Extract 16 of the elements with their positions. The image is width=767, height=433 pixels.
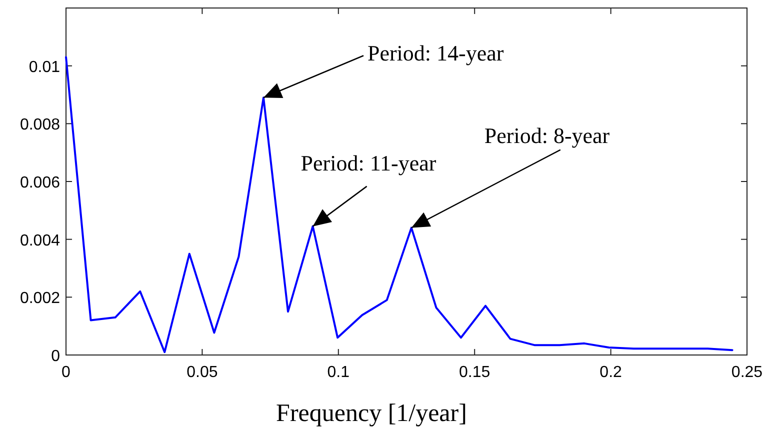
x-axis-title: Frequency [1/year]	[276, 400, 467, 427]
x-tick-label: 0.1	[327, 364, 350, 381]
y-tick-label: 0.002	[20, 290, 60, 308]
y-tick-label: 0.004	[20, 232, 60, 250]
x-tick-label: 0.15	[459, 364, 490, 381]
y-tick-label: 0.008	[20, 116, 60, 134]
x-tick-label: 0.2	[600, 364, 622, 381]
annotation: Period: 11-year	[300, 150, 437, 176]
y-tick-label: 0.006	[20, 174, 60, 192]
x-tick-label: 0.25	[731, 364, 763, 381]
annotation: Period: 8-year	[484, 122, 610, 148]
y-tick-label: 0	[51, 348, 60, 365]
x-tick-label: 0	[62, 364, 71, 381]
x-tick-label: 0.05	[186, 364, 218, 381]
annotation: Period: 14-year	[367, 40, 504, 66]
y-tick-label: 0.01	[28, 58, 60, 76]
